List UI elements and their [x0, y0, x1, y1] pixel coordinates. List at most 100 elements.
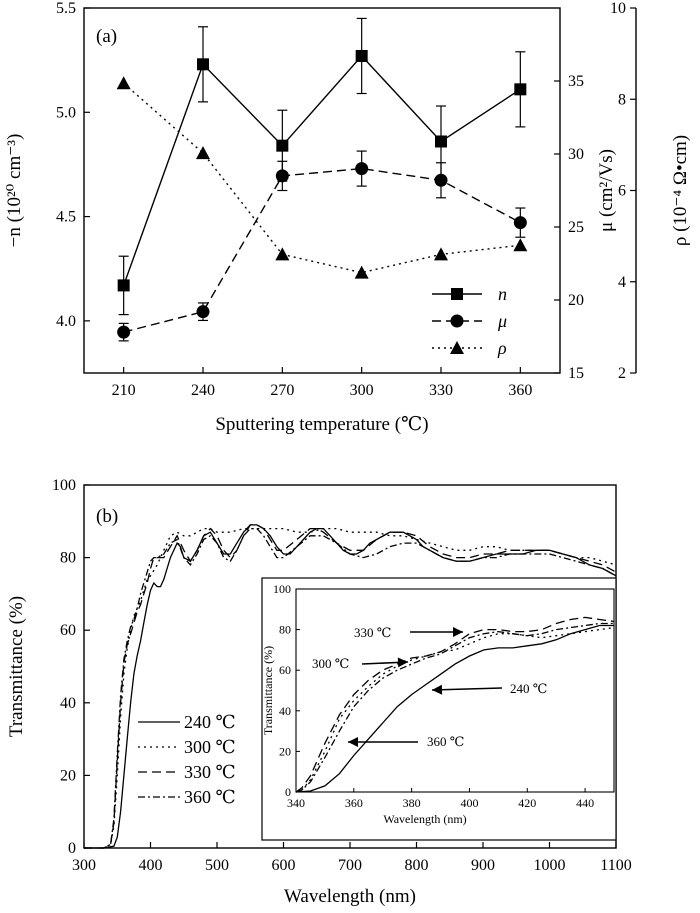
- x-tick-label-b: 1000: [534, 857, 566, 874]
- data-point-a: [513, 216, 527, 230]
- x-tick-label-b: 1100: [600, 857, 631, 874]
- x-tick-label-a: 240: [191, 382, 215, 399]
- annotation-0: 330 ℃: [354, 625, 463, 640]
- series-line-b: [84, 527, 617, 849]
- data-point-a: [117, 279, 130, 292]
- y-left-tick-label-a: 5.0: [56, 104, 76, 121]
- data-point-a: [197, 58, 209, 71]
- y-axis-label-b: Transmittance (%): [6, 596, 27, 737]
- x-tick-label-a: 360: [508, 382, 532, 399]
- x-tick-label-b: 300: [72, 857, 96, 874]
- annotation-2: 240 ℃: [431, 681, 547, 696]
- legend-marker-a: [450, 341, 464, 354]
- panel-label-a: (a): [96, 26, 117, 47]
- data-point-a: [275, 247, 290, 261]
- y-tick-label-b: 80: [60, 550, 76, 567]
- data-point-a: [117, 325, 131, 339]
- y-right2-tick-label-a: 4: [618, 274, 626, 291]
- legend-label-b: 240 ℃: [184, 712, 236, 732]
- series-line-a: [123, 54, 521, 286]
- y-left-tick-label-a: 4.0: [56, 313, 76, 330]
- y-tick-label-b: 40: [60, 695, 76, 712]
- annotation-label: 240 ℃: [510, 681, 547, 696]
- annotation-label: 360 ℃: [427, 734, 464, 749]
- inset-y-tick-label: 80: [279, 623, 291, 637]
- annotation-arrow-shaft: [431, 687, 503, 691]
- legend-marker-a: [451, 288, 463, 300]
- y-right2-tick-label-a: 10: [610, 0, 626, 17]
- inset-chart: 340 360 380 400 420 440 0 20 40 60 80 100 Wavelength…: [261, 577, 617, 841]
- legend-label-a: μ: [497, 311, 507, 331]
- inset-y-tick-label: 20: [279, 744, 291, 758]
- data-point-a: [116, 76, 131, 90]
- y-right2-tick-label-a: 2: [618, 365, 626, 382]
- x-tick-label-a: 210: [112, 382, 136, 399]
- inset-y-tick-label: 0: [285, 785, 291, 799]
- plot-frame-a: [83, 7, 561, 374]
- y-left-axis-label-a: −n (10²⁰ cm⁻³): [4, 134, 25, 248]
- panel-b-chart: 300 400 500 600 700 800 900 1000 110002040608010…: [6, 477, 632, 907]
- data-point-a: [275, 169, 289, 183]
- y-right2-axis-label-a: ρ (10⁻⁴ Ω•cm): [670, 135, 691, 246]
- data-point-a: [196, 146, 210, 160]
- data-point-a: [276, 139, 289, 152]
- inset-x-tick-label: 340: [287, 796, 305, 810]
- inset-frame: [295, 588, 615, 793]
- y-tick-label-b: 100: [52, 477, 76, 494]
- legend-a: nμρ: [432, 284, 507, 358]
- inset-x-tick-label: 400: [460, 796, 478, 810]
- series-a-circle: [117, 150, 527, 342]
- legend-label-a: n: [498, 284, 507, 304]
- annotation-arrow-head: [397, 657, 408, 668]
- inset-y-tick-label: 100: [273, 582, 291, 596]
- inset-series-line: [295, 622, 614, 793]
- y-right1-tick-label-a: 20: [568, 292, 584, 309]
- data-point-a: [513, 238, 528, 252]
- data-point-a: [514, 83, 527, 96]
- annotation-label: 330 ℃: [354, 625, 391, 640]
- y-tick-label-b: 0: [68, 840, 76, 857]
- inset-y-tick-label: 60: [279, 663, 291, 677]
- x-tick-label-a: 300: [350, 382, 374, 399]
- legend-label-b: 360 ℃: [184, 787, 236, 807]
- data-point-a: [354, 265, 369, 279]
- y-left-tick-label-a: 4.5: [56, 209, 76, 226]
- y-right1-axis-label-a: μ (cm²/Vs): [596, 149, 617, 232]
- legend-label-b: 330 ℃: [184, 762, 236, 782]
- y-right2-tick-label-a: 8: [618, 91, 626, 108]
- x-tick-label-b: 700: [338, 857, 362, 874]
- x-axis-label-b: Wavelength (nm): [284, 886, 416, 907]
- y-right1-tick-label-a: 15: [568, 365, 584, 382]
- annotation-arrow-head: [432, 684, 443, 695]
- x-tick-label-b: 900: [471, 857, 495, 874]
- x-tick-label-b: 400: [139, 857, 163, 874]
- inset-x-tick-label: 380: [403, 796, 421, 810]
- x-tick-label-b: 800: [405, 857, 429, 874]
- data-point-a: [434, 247, 448, 261]
- inset-x-tick-label: 420: [518, 796, 536, 810]
- annotation-3: 360 ℃: [348, 734, 464, 749]
- data-point-a: [355, 162, 369, 176]
- series-line-a: [123, 82, 521, 274]
- panel-a-chart: 210 240 270 300 330 3604.04.55.05.51520253035…: [4, 0, 691, 435]
- inset-y-tick-label: 40: [279, 704, 291, 718]
- y-tick-label-b: 60: [60, 622, 76, 639]
- legend-marker-a: [450, 314, 464, 328]
- inset-series-line: [295, 624, 614, 793]
- annotation-label: 300 ℃: [312, 656, 349, 671]
- series-a-triangle: [116, 76, 528, 279]
- panel-label-b: (b): [96, 506, 118, 527]
- y-right1-tick-label-a: 35: [568, 73, 584, 90]
- y-left-tick-label-a: 5.5: [56, 0, 76, 17]
- inset-x-tick-label: 440: [576, 796, 594, 810]
- inset-series-line: [295, 616, 615, 793]
- x-tick-label-a: 330: [429, 382, 453, 399]
- data-point-a: [435, 135, 447, 148]
- series-line-b: [84, 524, 617, 849]
- inset-x-tick-label: 360: [345, 796, 363, 810]
- x-axis-label-a: Sputtering temperature (℃): [215, 414, 428, 435]
- inset-y-axis-label: Transmittance (%): [261, 646, 275, 735]
- annotation-1: 300 ℃: [312, 656, 409, 671]
- legend-label-a: ρ: [497, 338, 507, 358]
